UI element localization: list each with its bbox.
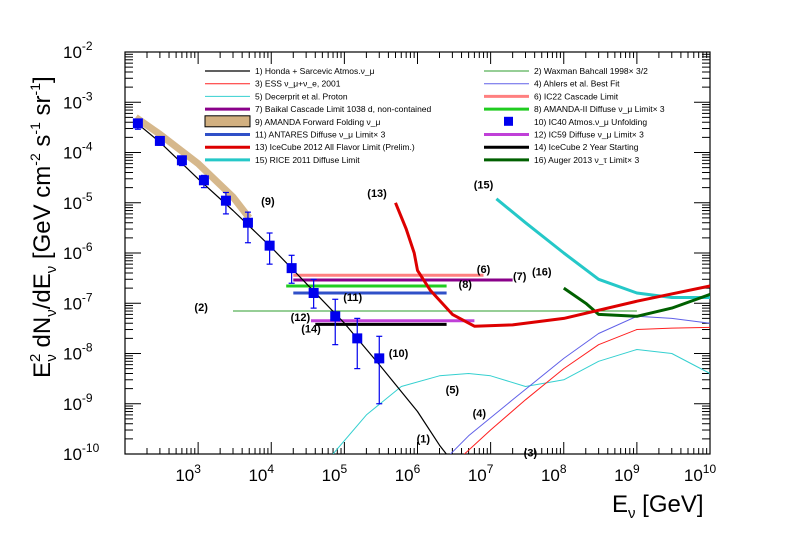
annotation-label: (10)	[389, 348, 409, 360]
x-tick-label: 108	[541, 462, 567, 485]
legend-swatch	[504, 116, 513, 126]
legend-label: 16) Auger 2013 ν_τ Limit× 3	[534, 155, 639, 165]
legend-label: 3) ESS ν_μ+ν_e, 2001	[255, 79, 341, 89]
ic40-data-point	[220, 195, 231, 206]
legend-swatch	[204, 115, 251, 128]
annotation-label: (6)	[477, 264, 491, 276]
honda-series	[135, 121, 448, 454]
annotation-label: (5)	[446, 384, 460, 396]
ic40-data-point	[154, 135, 165, 146]
annotation-label: (1)	[417, 433, 431, 445]
legend-label: 8) AMANDA-II Diffuse ν_μ Limit× 3	[534, 104, 665, 114]
ic40-data-point	[374, 353, 385, 364]
x-tick-label: 106	[395, 462, 421, 485]
legend-label: 9) AMANDA Forward Folding ν_μ	[255, 117, 380, 127]
annotation-label: (11)	[343, 292, 362, 304]
annotation-label: (2)	[194, 302, 208, 314]
annotation-label: (16)	[532, 266, 552, 278]
legend-label: 13) IceCube 2012 All Flavor Limit (Preli…	[255, 142, 415, 152]
legend-label: 12) IC59 Diffuse ν_μ Limit× 3	[534, 130, 644, 140]
legend-label: 11) ANTARES Diffuse ν_μ Limit× 3	[255, 130, 386, 140]
legend-label: 5) Decerprit et al. Proton	[255, 91, 348, 101]
y-tick-label: 10-8	[63, 341, 93, 364]
x-tick-label: 105	[322, 462, 348, 485]
ahlers-series	[449, 315, 710, 454]
annotation-label: (15)	[474, 180, 494, 192]
ic40-data-point	[132, 118, 143, 129]
decerprit-series	[332, 349, 710, 454]
legend-label: 2) Waxman Bahcall 1998× 3/2	[534, 66, 648, 76]
annotation-label: (4)	[473, 408, 487, 420]
annotation-label: (3)	[524, 447, 538, 459]
annotation-label: (7)	[513, 271, 527, 283]
annotation-label: (13)	[367, 188, 387, 200]
ic40-data-point	[264, 240, 275, 251]
y-tick-label: 10-2	[63, 39, 93, 62]
x-tick-label: 104	[248, 462, 274, 485]
x-tick-label: 109	[614, 462, 640, 485]
x-tick-label: 107	[468, 462, 494, 485]
y-axis-title: E2ν dNν/dEν [GeV cm-2 s-1 sr-1]	[27, 76, 60, 378]
y-tick-label: 10-9	[63, 391, 93, 414]
legend-label: 1) Honda + Sarcevic Atmos.ν_μ	[255, 66, 375, 76]
legend-label: 15) RICE 2011 Diffuse Limit	[255, 155, 360, 165]
amanda_ff-series	[133, 114, 252, 221]
annotation-label: (9)	[261, 196, 275, 208]
ic40-data-point	[286, 263, 297, 274]
y-tick-label: 10-10	[63, 441, 100, 464]
annotation-label: (8)	[459, 279, 473, 291]
x-axis-title: Eν [GeV]	[612, 491, 704, 522]
legend-label: 6) IC22 Cascade Limit	[534, 91, 619, 101]
ic40-data-point	[242, 217, 253, 228]
legend-label: 4) Ahlers et al. Best Fit	[534, 79, 620, 89]
legend-label: 14) IceCube 2 Year Starting	[534, 142, 639, 152]
auger-series	[562, 286, 710, 318]
ic40-data-point	[198, 175, 209, 186]
y-tick-label: 10-7	[63, 290, 93, 313]
y-tick-label: 10-4	[63, 140, 93, 163]
annotation-label: (12)	[291, 312, 311, 324]
ic40-data-point	[352, 333, 363, 344]
svg-text:E2ν dNν/dEν [GeV cm-2 s-1 sr-1: E2ν dNν/dEν [GeV cm-2 s-1 sr-1]	[27, 76, 60, 378]
legend-label: 10) IC40 Atmos.ν_μ Unfolding	[534, 117, 647, 127]
x-tick-label: 1010	[684, 462, 717, 485]
ic2012-series	[394, 202, 710, 328]
rice-series	[495, 197, 710, 299]
annotation-label: (14)	[301, 324, 321, 336]
ic40-data-point	[308, 287, 319, 298]
ic40-data-point	[330, 311, 341, 322]
y-tick-label: 10-5	[63, 190, 93, 213]
legend-label: 7) Baikal Cascade Limit 1038 d, non-cont…	[255, 104, 432, 114]
ic40-data-point	[176, 155, 187, 166]
y-tick-label: 10-6	[63, 240, 93, 263]
ess-series	[463, 326, 710, 454]
x-tick-label: 103	[175, 462, 201, 485]
y-tick-label: 10-3	[63, 89, 93, 112]
